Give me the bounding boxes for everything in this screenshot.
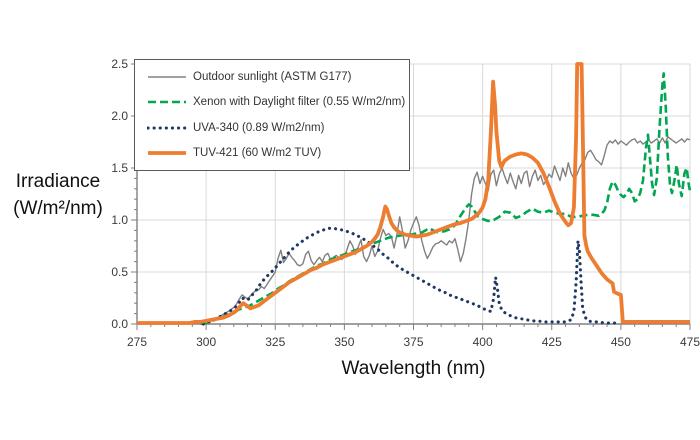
svg-text:275: 275 bbox=[127, 335, 147, 349]
svg-text:400: 400 bbox=[473, 335, 493, 349]
legend-label: Xenon with Daylight filter (0.55 W/m2/nm… bbox=[193, 96, 406, 109]
svg-text:475: 475 bbox=[680, 335, 700, 349]
tuv-421-line-swatch bbox=[148, 151, 186, 156]
legend-label: Outdoor sunlight (ASTM G177) bbox=[193, 70, 352, 83]
svg-text:2.0: 2.0 bbox=[111, 109, 128, 123]
svg-text:0.0: 0.0 bbox=[111, 317, 128, 331]
legend: Outdoor sunlight (ASTM G177) Xenon with … bbox=[134, 59, 410, 171]
y-axis-title-line2: (W/m²/nm) bbox=[13, 198, 103, 219]
legend-label: UVA-340 (0.89 W/m2/nm) bbox=[193, 121, 325, 134]
legend-item-tuv-421: TUV-421 (60 W/m2 TUV) bbox=[147, 141, 409, 165]
svg-text:2.5: 2.5 bbox=[111, 57, 128, 71]
svg-text:300: 300 bbox=[196, 335, 216, 349]
svg-text:425: 425 bbox=[542, 335, 562, 349]
legend-item-xenon-daylight-filter: Xenon with Daylight filter (0.55 W/m2/nm… bbox=[147, 90, 409, 114]
legend-item-outdoor-sunlight: Outdoor sunlight (ASTM G177) bbox=[147, 65, 409, 89]
y-axis-title-line1: Irradiance bbox=[15, 171, 101, 192]
uva-340-dotted-line-swatch bbox=[147, 126, 187, 130]
xenon-dashed-line-swatch bbox=[148, 100, 186, 104]
svg-text:1.5: 1.5 bbox=[111, 161, 128, 175]
svg-text:325: 325 bbox=[265, 335, 285, 349]
legend-item-uva-340: UVA-340 (0.89 W/m2/nm) bbox=[147, 116, 409, 140]
svg-text:350: 350 bbox=[334, 335, 354, 349]
svg-text:1.0: 1.0 bbox=[111, 213, 128, 227]
svg-text:375: 375 bbox=[403, 335, 423, 349]
y-axis-title: Irradiance (W/m²/nm) bbox=[0, 168, 116, 222]
svg-text:450: 450 bbox=[611, 335, 631, 349]
x-axis-title: Wavelength (nm) bbox=[341, 358, 486, 379]
svg-text:0.5: 0.5 bbox=[111, 265, 128, 279]
outdoor-sunlight-line-swatch bbox=[148, 76, 186, 78]
legend-label: TUV-421 (60 W/m2 TUV) bbox=[193, 147, 322, 160]
